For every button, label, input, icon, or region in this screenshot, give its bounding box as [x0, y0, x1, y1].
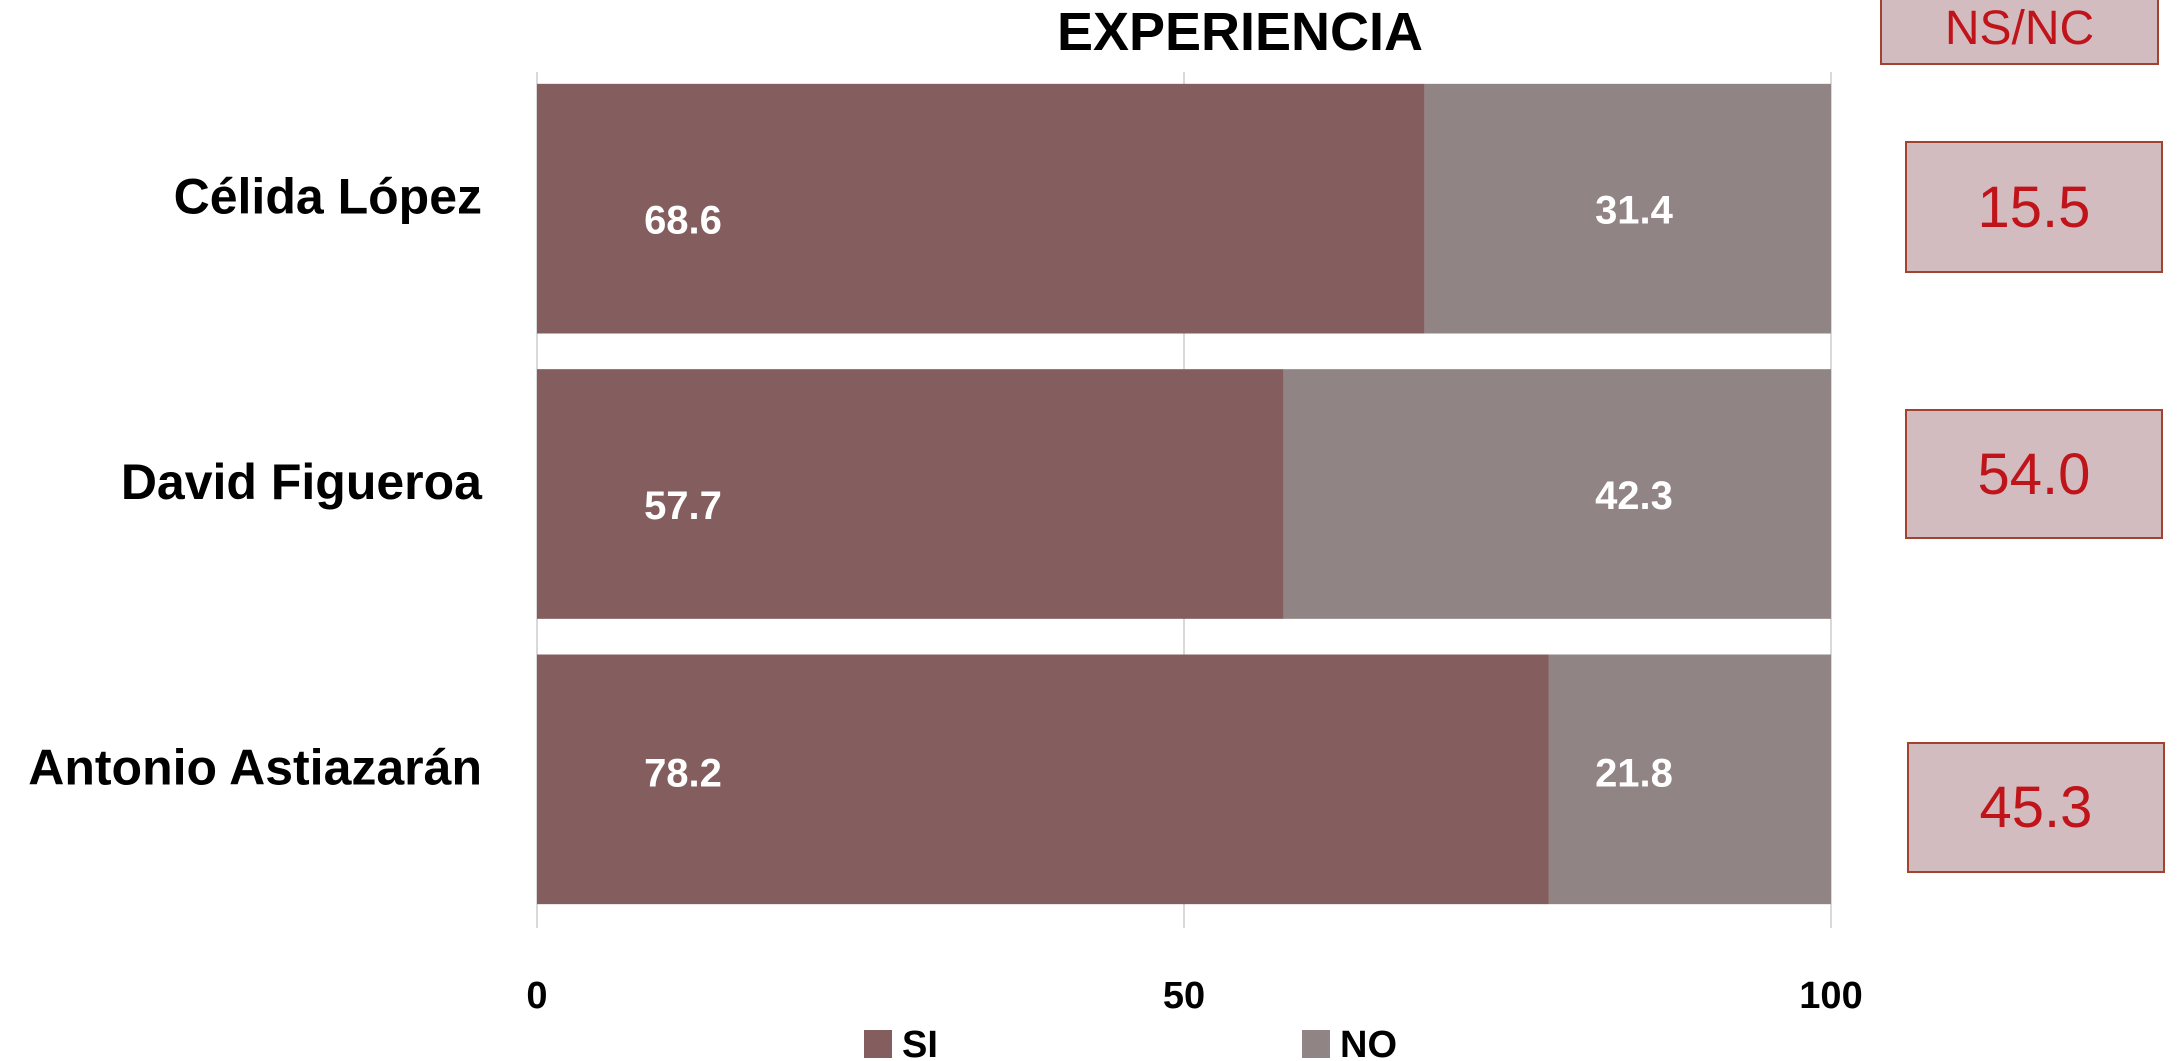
bar-value-label: 31.4 [1595, 189, 1674, 233]
legend-label-si: SI [902, 1024, 938, 1061]
nsnc-header-label: NS/NC [1944, 2, 2095, 55]
bar-value-label: 21.8 [1595, 751, 1673, 795]
legend: SI NO [864, 1024, 1397, 1061]
bar-si [537, 369, 1284, 619]
category-label: Antonio Astiazarán [28, 739, 482, 795]
legend-swatch-si [864, 1030, 892, 1058]
bar-value-label: 68.6 [644, 199, 722, 243]
bar-si [537, 654, 1549, 905]
x-tick-label: 50 [1163, 975, 1205, 1017]
nsnc-value: 45.3 [1979, 775, 2093, 840]
bar-value-label: 57.7 [644, 484, 722, 528]
nsnc-header: NS/NC [1880, 0, 2159, 65]
nsnc-value: 15.5 [1977, 174, 2091, 240]
x-tick-label: 100 [1799, 975, 1862, 1017]
bar-value-label: 42.3 [1595, 474, 1673, 518]
category-label: Célida López [174, 169, 482, 225]
nsnc-value-box: 54.0 [1905, 409, 2163, 539]
chart-title: EXPERIENCIA [1057, 2, 1423, 62]
legend-swatch-no [1302, 1030, 1330, 1058]
x-axis-ticks: 0 50 100 [526, 975, 1862, 1017]
category-labels: Célida López David Figueroa Antonio Astiaz… [28, 169, 483, 796]
bar-labels: 68.6 31.4 57.7 42.3 78.2 21.8 [644, 189, 1674, 796]
bars [537, 83, 1831, 905]
category-label: David Figueroa [121, 454, 483, 510]
bar-si [537, 83, 1425, 334]
bar-no [1283, 369, 1831, 619]
bar-no [1424, 83, 1831, 334]
nsnc-value-box: 45.3 [1907, 742, 2165, 873]
nsnc-value-box: 15.5 [1905, 141, 2163, 273]
x-tick-label: 0 [526, 975, 547, 1017]
bar-value-label: 78.2 [644, 751, 722, 795]
legend-label-no: NO [1340, 1024, 1397, 1061]
bar-no [1548, 654, 1831, 905]
nsnc-value: 54.0 [1977, 441, 2091, 507]
